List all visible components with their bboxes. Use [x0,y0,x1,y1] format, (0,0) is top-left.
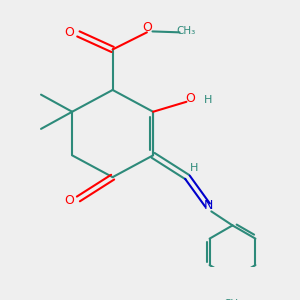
Text: O: O [142,21,152,34]
Text: H: H [190,163,198,173]
Text: O: O [65,26,75,39]
Text: CH₃: CH₃ [223,299,242,300]
Text: O: O [65,194,75,207]
Text: N: N [203,199,213,212]
Text: O: O [185,92,195,105]
Text: H: H [204,95,212,105]
Text: CH₃: CH₃ [176,26,195,36]
